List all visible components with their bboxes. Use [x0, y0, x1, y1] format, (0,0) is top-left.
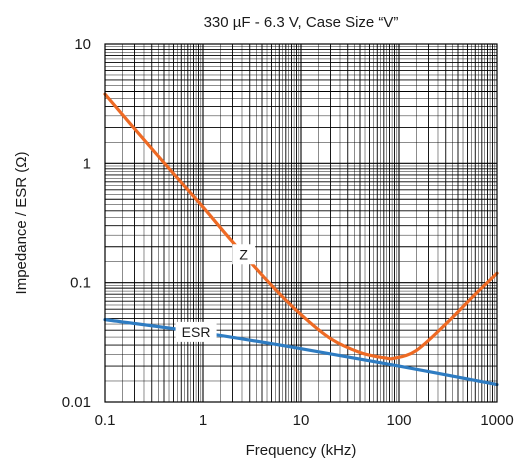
series-line-esr [103, 318, 499, 387]
y-tick-label: 0.01 [62, 394, 91, 411]
grid [105, 44, 497, 402]
y-tick-label: 0.1 [70, 275, 91, 292]
plot-frame [104, 43, 498, 403]
series-label-z: Z [239, 246, 248, 262]
series-label-bg-z [232, 244, 256, 265]
series-line-z [103, 92, 499, 361]
x-tick-label: 100 [386, 412, 411, 429]
x-tick-label: 1000 [480, 412, 513, 429]
series-annotations: Z ESR [175, 244, 256, 342]
x-axis-label: Frequency (kHz) [246, 442, 357, 459]
y-tick-label: 10 [74, 36, 91, 53]
series-label-bg-esr [175, 321, 217, 342]
x-tick-label: 1 [199, 412, 207, 429]
x-tick-label: 10 [293, 412, 310, 429]
chart-title: 330 µF - 6.3 V, Case Size “V” [204, 14, 399, 31]
y-axis-label: Impedance / ESR (Ω) [13, 152, 30, 295]
series-label-esr: ESR [182, 324, 211, 340]
y-tick-label: 1 [83, 155, 91, 172]
x-tick-label: 0.1 [95, 412, 116, 429]
series-lines [103, 92, 499, 387]
